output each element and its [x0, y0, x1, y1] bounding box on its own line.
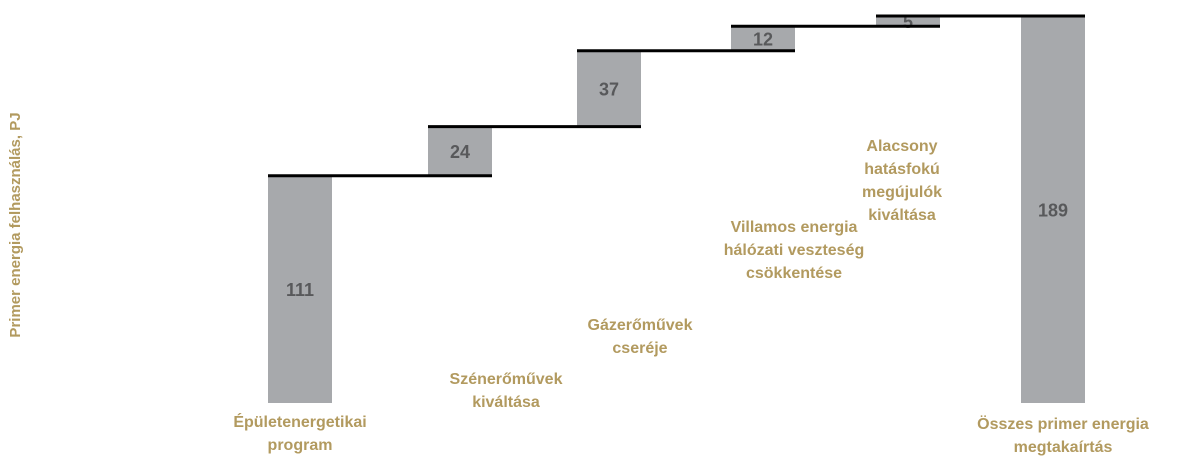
- category-label: csökkentése: [746, 265, 842, 282]
- value-label: 12: [753, 29, 773, 49]
- category-label: Gázerőművek: [588, 317, 693, 334]
- category-label: hálózati veszteség: [724, 242, 865, 259]
- category-label: Alacsony: [866, 138, 937, 155]
- category-label: megtakaírtás: [1014, 439, 1113, 456]
- value-label: 5: [903, 12, 913, 32]
- bar: [876, 16, 940, 27]
- category-label: cseréje: [612, 340, 667, 357]
- bar: [577, 50, 641, 127]
- y-axis-label: Primer energia felhasználás, PJ: [7, 112, 24, 337]
- bar: [731, 26, 795, 51]
- category-label: Épületenergetikai: [233, 412, 366, 431]
- category-label: megújulók: [862, 184, 942, 201]
- value-label: 111: [286, 280, 314, 300]
- category-label: hatásfokú: [864, 161, 940, 178]
- bar: [1021, 16, 1085, 403]
- bar: [428, 126, 492, 176]
- category-label: program: [268, 437, 333, 454]
- category-label: Összes primer energia: [977, 414, 1149, 433]
- category-label: Szénerőművek: [450, 371, 563, 388]
- value-label: 37: [599, 79, 619, 99]
- category-label: Villamos energia: [731, 219, 858, 236]
- category-label: kiváltása: [472, 394, 540, 411]
- bar: [268, 175, 332, 403]
- category-label: kiváltása: [868, 207, 936, 224]
- value-label: 24: [450, 142, 470, 162]
- value-label: 189: [1038, 200, 1068, 220]
